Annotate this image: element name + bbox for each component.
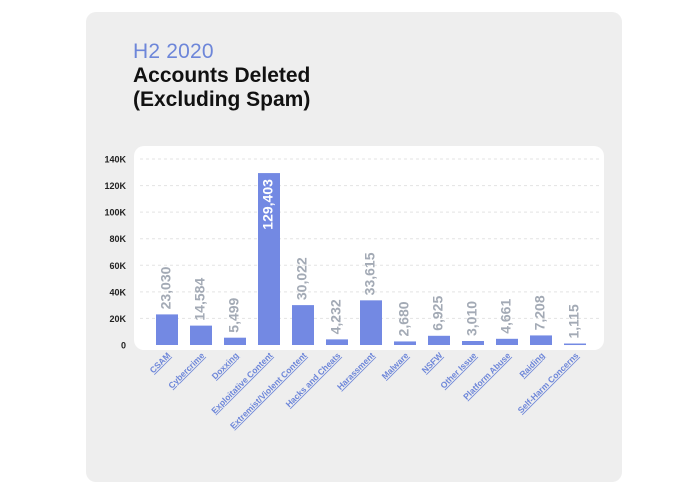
bar	[564, 343, 586, 346]
bar	[462, 341, 484, 345]
bar	[428, 335, 450, 345]
bar	[530, 335, 552, 345]
chart-title: Accounts Deleted (Excluding Spam)	[133, 64, 311, 111]
bar-value-label: 7,208	[532, 295, 548, 330]
bar	[292, 305, 314, 345]
x-category-label: Exploitative Content	[209, 350, 274, 415]
x-category-label: Malware	[380, 350, 411, 381]
bar-value-label: 3,010	[464, 301, 480, 336]
x-category-label: Self-Harm Concerns	[516, 350, 581, 415]
bar	[496, 338, 518, 345]
bar-value-label: 5,499	[226, 297, 242, 332]
bar-value-label: 33,615	[362, 252, 378, 295]
x-category-label: Cybercrime	[166, 350, 206, 390]
bar-value-label: 4,661	[498, 299, 514, 334]
bar-value-label: 2,680	[396, 301, 412, 336]
bar	[394, 341, 416, 345]
x-category-label: CSAM	[148, 350, 173, 375]
bar	[258, 173, 280, 345]
plot-area	[134, 146, 604, 350]
bar-value-label: 1,115	[566, 304, 582, 338]
y-tick-label: 100K	[104, 208, 126, 218]
bar	[224, 337, 246, 345]
bar-value-label: 14,584	[192, 278, 208, 321]
y-tick-label: 40K	[109, 287, 126, 297]
y-tick-label: 0	[121, 341, 126, 351]
x-category-label: Doxxing	[210, 350, 241, 381]
bar	[156, 314, 178, 345]
y-tick-label: 140K	[104, 155, 126, 165]
bar-value-label: 4,232	[328, 299, 344, 334]
y-tick-label: 20K	[109, 314, 126, 324]
bar-value-label: 129,403	[260, 179, 276, 230]
x-category-label: NSFW	[420, 350, 445, 375]
bar	[360, 300, 382, 345]
bar-value-label: 6,925	[430, 296, 446, 331]
bar-value-label: 30,022	[294, 257, 310, 300]
x-category-label: Raiding	[517, 350, 546, 379]
bar	[190, 325, 212, 345]
bar	[326, 339, 348, 345]
bar-value-label: 23,030	[158, 266, 174, 309]
y-tick-label: 120K	[104, 181, 126, 191]
y-tick-label: 80K	[109, 234, 126, 244]
chart-subtitle: H2 2020	[133, 40, 214, 63]
y-tick-label: 60K	[109, 261, 126, 271]
